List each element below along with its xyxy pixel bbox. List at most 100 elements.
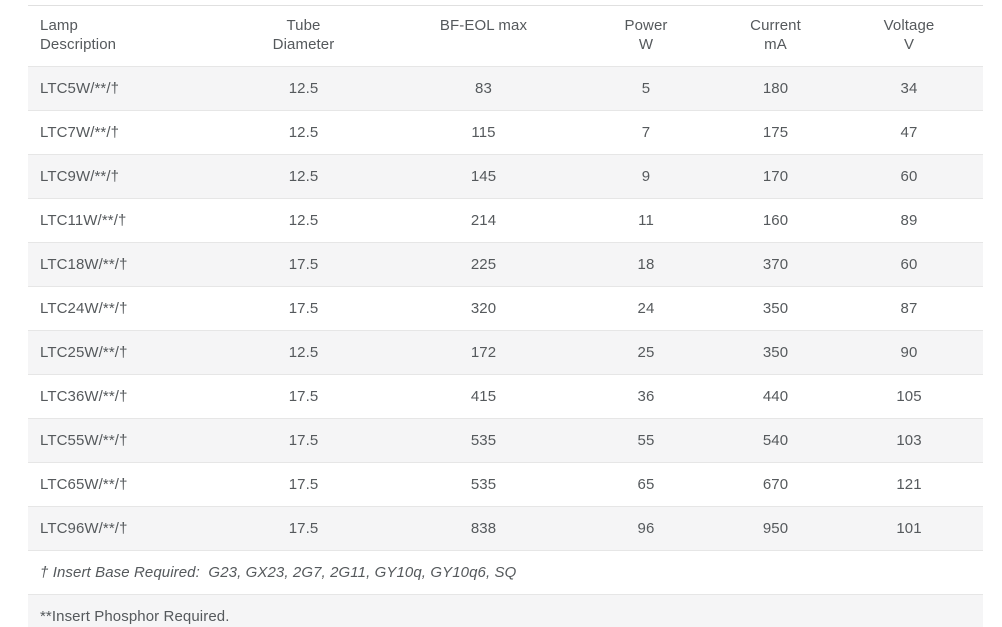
table-row: LTC11W/**/† 12.5 214 11 160 89 — [28, 198, 983, 243]
column-header-power: Power W — [576, 5, 716, 67]
table-body: LTC5W/**/† 12.5 83 5 180 34 LTC7W/**/† 1… — [28, 66, 983, 627]
cell-bf-eol-max: 172 — [391, 330, 576, 375]
cell-current: 160 — [716, 198, 835, 243]
table-row: LTC5W/**/† 12.5 83 5 180 34 — [28, 66, 983, 111]
cell-voltage: 89 — [835, 198, 983, 243]
cell-bf-eol-max: 415 — [391, 374, 576, 419]
cell-bf-eol-max: 115 — [391, 110, 576, 155]
cell-voltage: 103 — [835, 418, 983, 463]
cell-lamp-description: LTC65W/**/† — [28, 462, 216, 507]
cell-bf-eol-max: 225 — [391, 242, 576, 287]
cell-lamp-description: LTC9W/**/† — [28, 154, 216, 199]
cell-voltage: 60 — [835, 242, 983, 287]
table-row: LTC25W/**/† 12.5 172 25 350 90 — [28, 330, 983, 375]
cell-current: 180 — [716, 66, 835, 111]
header-line: Description — [40, 36, 117, 53]
cell-current: 950 — [716, 506, 835, 551]
cell-current: 440 — [716, 374, 835, 419]
cell-current: 540 — [716, 418, 835, 463]
header-line: mA — [764, 36, 787, 53]
column-header-lamp-description: Lamp Description — [28, 5, 216, 67]
cell-voltage: 60 — [835, 154, 983, 199]
cell-power: 96 — [576, 506, 716, 551]
cell-tube-diameter: 12.5 — [216, 110, 391, 155]
footnote-row-insert-phosphor: **Insert Phosphor Required. — [28, 594, 983, 627]
cell-tube-diameter: 12.5 — [216, 66, 391, 111]
column-header-current: Current mA — [716, 5, 835, 67]
column-header-voltage: Voltage V — [835, 5, 983, 67]
header-line: Diameter — [272, 36, 335, 53]
cell-current: 350 — [716, 330, 835, 375]
header-line: Lamp — [40, 17, 78, 34]
table-row: LTC65W/**/† 17.5 535 65 670 121 — [28, 462, 983, 507]
cell-power: 9 — [576, 154, 716, 199]
cell-voltage: 101 — [835, 506, 983, 551]
cell-lamp-description: LTC36W/**/† — [28, 374, 216, 419]
cell-lamp-description: LTC5W/**/† — [28, 66, 216, 111]
header-line: W — [638, 36, 654, 53]
cell-tube-diameter: 17.5 — [216, 286, 391, 331]
cell-voltage: 34 — [835, 66, 983, 111]
column-header-bf-eol-max: BF-EOL max — [391, 5, 576, 67]
cell-tube-diameter: 12.5 — [216, 198, 391, 243]
cell-tube-diameter: 17.5 — [216, 242, 391, 287]
cell-tube-diameter: 17.5 — [216, 506, 391, 551]
cell-power: 18 — [576, 242, 716, 287]
table-row: LTC7W/**/† 12.5 115 7 175 47 — [28, 110, 983, 155]
cell-tube-diameter: 12.5 — [216, 330, 391, 375]
cell-current: 350 — [716, 286, 835, 331]
cell-lamp-description: LTC25W/**/† — [28, 330, 216, 375]
cell-bf-eol-max: 145 — [391, 154, 576, 199]
cell-power: 5 — [576, 66, 716, 111]
cell-power: 24 — [576, 286, 716, 331]
cell-bf-eol-max: 535 — [391, 462, 576, 507]
lamp-spec-table: Lamp Description Tube Diameter BF-EOL ma… — [28, 5, 983, 627]
cell-bf-eol-max: 83 — [391, 66, 576, 111]
header-line: Voltage — [883, 17, 935, 34]
footnote-insert-base-text: † Insert Base Required: G23, GX23, 2G7, … — [28, 550, 983, 595]
cell-voltage: 87 — [835, 286, 983, 331]
header-line: Current — [750, 17, 801, 34]
cell-lamp-description: LTC24W/**/† — [28, 286, 216, 331]
cell-bf-eol-max: 838 — [391, 506, 576, 551]
footnote-row-insert-base: † Insert Base Required: G23, GX23, 2G7, … — [28, 550, 983, 595]
cell-lamp-description: LTC11W/**/† — [28, 198, 216, 243]
cell-lamp-description: LTC96W/**/† — [28, 506, 216, 551]
cell-tube-diameter: 12.5 — [216, 154, 391, 199]
table-row: LTC96W/**/† 17.5 838 96 950 101 — [28, 506, 983, 551]
cell-power: 36 — [576, 374, 716, 419]
cell-voltage: 105 — [835, 374, 983, 419]
header-line: Tube — [286, 17, 321, 34]
table-row: LTC24W/**/† 17.5 320 24 350 87 — [28, 286, 983, 331]
cell-current: 175 — [716, 110, 835, 155]
table-row: LTC55W/**/† 17.5 535 55 540 103 — [28, 418, 983, 463]
footnote-insert-phosphor-text: **Insert Phosphor Required. — [28, 594, 983, 627]
table-row: LTC36W/**/† 17.5 415 36 440 105 — [28, 374, 983, 419]
cell-power: 25 — [576, 330, 716, 375]
cell-voltage: 47 — [835, 110, 983, 155]
cell-power: 7 — [576, 110, 716, 155]
table-row: LTC18W/**/† 17.5 225 18 370 60 — [28, 242, 983, 287]
cell-lamp-description: LTC55W/**/† — [28, 418, 216, 463]
table-row: LTC9W/**/† 12.5 145 9 170 60 — [28, 154, 983, 199]
cell-voltage: 121 — [835, 462, 983, 507]
cell-lamp-description: LTC7W/**/† — [28, 110, 216, 155]
cell-power: 11 — [576, 198, 716, 243]
cell-tube-diameter: 17.5 — [216, 374, 391, 419]
header-line: BF-EOL max — [439, 17, 528, 34]
cell-tube-diameter: 17.5 — [216, 418, 391, 463]
cell-current: 670 — [716, 462, 835, 507]
cell-current: 370 — [716, 242, 835, 287]
cell-power: 55 — [576, 418, 716, 463]
cell-voltage: 90 — [835, 330, 983, 375]
header-row: Lamp Description Tube Diameter BF-EOL ma… — [28, 5, 983, 67]
cell-bf-eol-max: 535 — [391, 418, 576, 463]
cell-bf-eol-max: 320 — [391, 286, 576, 331]
cell-lamp-description: LTC18W/**/† — [28, 242, 216, 287]
table-header: Lamp Description Tube Diameter BF-EOL ma… — [28, 5, 983, 67]
cell-bf-eol-max: 214 — [391, 198, 576, 243]
column-header-tube-diameter: Tube Diameter — [216, 5, 391, 67]
header-line: Power — [624, 17, 668, 34]
header-line: V — [903, 36, 915, 53]
